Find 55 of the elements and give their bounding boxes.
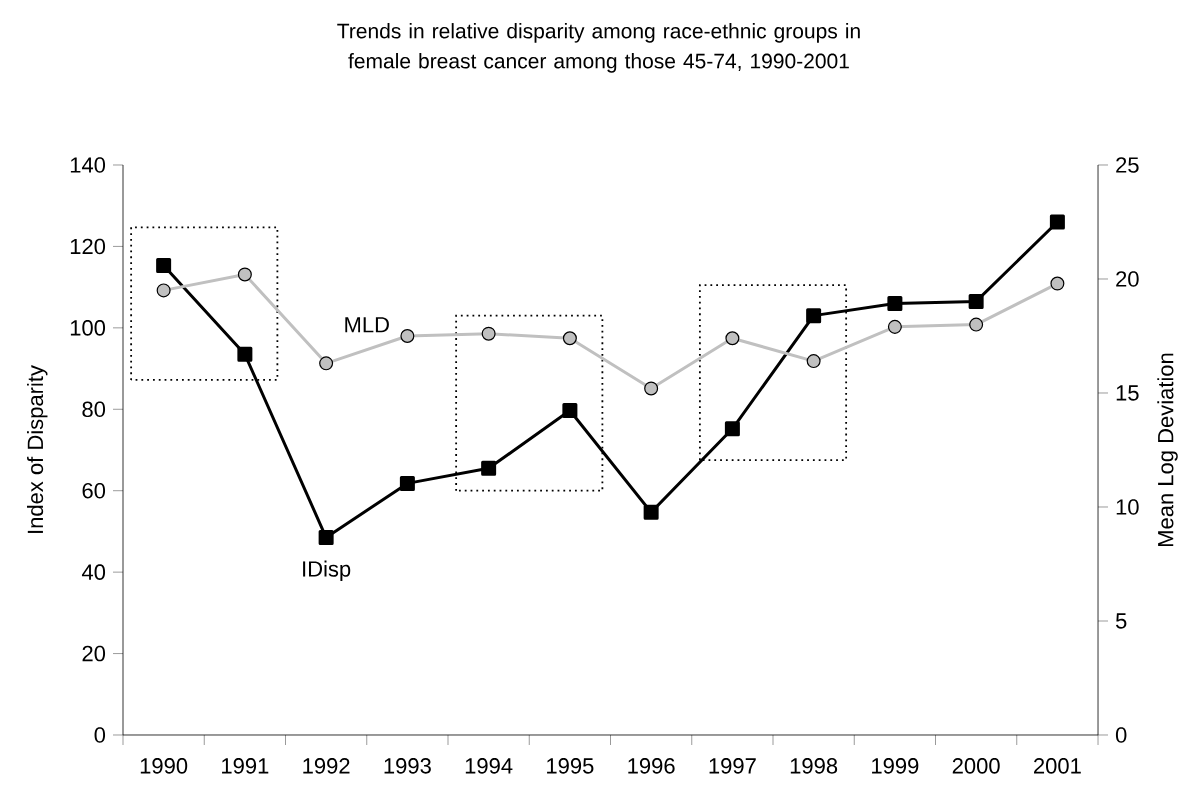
y2-tick-label: 5: [1115, 613, 1127, 629]
x-tick-label: 1990: [140, 758, 188, 774]
x-tick-label: 1994: [465, 758, 513, 774]
x-tick-label: 1995: [547, 758, 594, 774]
x-tick-label: 1998: [790, 758, 838, 774]
y2-tick-label: 15: [1116, 385, 1139, 401]
point: [724, 421, 740, 437]
series-label: MLD: [345, 317, 389, 333]
point: [562, 403, 578, 418]
point: [237, 267, 252, 282]
point: [400, 328, 415, 343]
point: [319, 356, 334, 371]
point: [1050, 276, 1065, 291]
point: [644, 381, 659, 396]
y-axis-title: Index of Disparity: [27, 365, 48, 533]
point: [237, 346, 253, 362]
point: [725, 331, 740, 346]
x-tick-label: 1997: [709, 758, 756, 774]
y2-tick-label: 10: [1116, 499, 1139, 515]
point: [318, 530, 334, 546]
y-tick-label: 100: [70, 320, 106, 336]
x-tick-label: 1996: [628, 758, 675, 774]
point: [481, 326, 496, 341]
x-tick-label: 1992: [303, 758, 350, 774]
y-tick-label: 0: [94, 727, 106, 743]
point: [806, 308, 822, 324]
point: [1049, 214, 1065, 230]
point: [156, 283, 171, 298]
point: [969, 317, 984, 332]
y2-axis-title: Mean Log Deviation: [1157, 353, 1178, 547]
point: [643, 504, 659, 520]
y2-tick-label: 25: [1116, 157, 1139, 173]
y-tick-label: 120: [70, 238, 106, 255]
series-label: IDisp: [303, 560, 351, 582]
point: [156, 258, 172, 274]
y-tick-label: 20: [82, 645, 106, 662]
point: [887, 319, 902, 334]
y-tick-label: 40: [81, 564, 106, 580]
y2-tick-label: 0: [1115, 727, 1127, 743]
x-tick-label: 1991: [222, 758, 269, 774]
y-tick-label: 60: [82, 482, 106, 499]
y-tick-label: 80: [82, 401, 106, 418]
chart-title: Trends in relative disparity among race-ethnic groups in female breast cancer among those 45-74, 1990-2001: [337, 23, 860, 73]
x-tick-label: 2001: [1034, 758, 1081, 774]
y2-tick-label: 20: [1116, 271, 1139, 287]
point: [968, 293, 984, 309]
y-tick-label: 140: [70, 157, 106, 173]
point: [481, 460, 497, 476]
point: [887, 295, 903, 311]
x-tick-label: 2000: [952, 758, 1000, 774]
point: [806, 354, 821, 369]
x-tick-label: 1993: [384, 758, 431, 774]
point: [399, 475, 415, 491]
point: [562, 331, 577, 346]
x-tick-label: 1999: [872, 758, 919, 774]
